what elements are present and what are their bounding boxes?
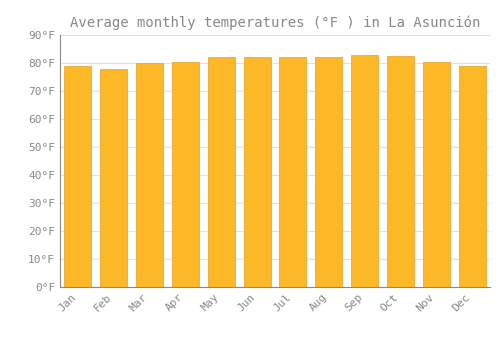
Bar (316, 57, 342, 287)
Bar (423, 62, 450, 287)
Bar (458, 66, 485, 287)
Bar (351, 55, 378, 287)
Bar (244, 57, 270, 287)
Bar (64, 66, 92, 287)
Title: Average monthly temperatures (°F ) in La Asunción: Average monthly temperatures (°F ) in La… (70, 15, 480, 30)
Bar (387, 56, 414, 287)
Bar (208, 57, 234, 287)
Bar (280, 57, 306, 287)
Bar (172, 62, 199, 287)
Bar (100, 69, 127, 287)
Bar (136, 63, 163, 287)
